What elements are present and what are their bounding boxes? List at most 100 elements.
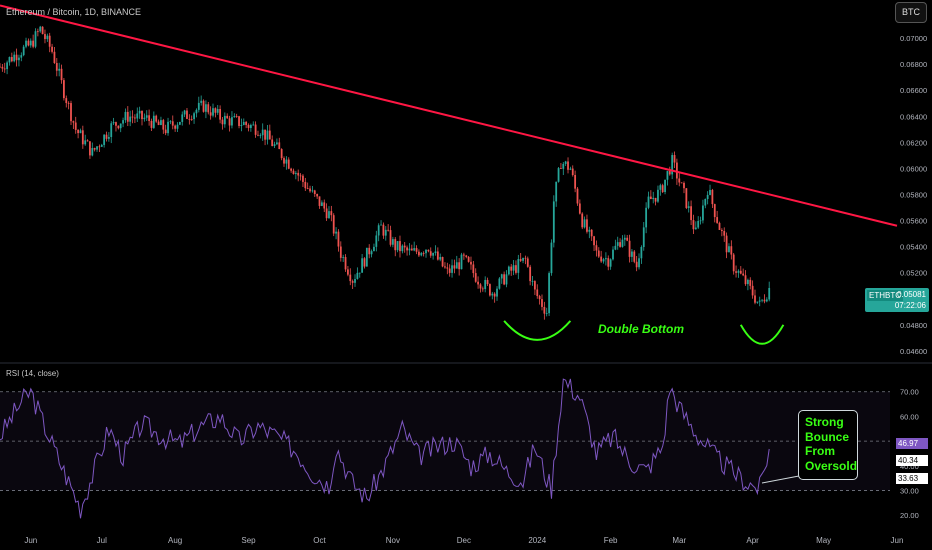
candle-body xyxy=(273,144,276,146)
candle-body xyxy=(628,240,631,257)
candle-body xyxy=(216,108,219,113)
candle-body xyxy=(455,262,458,269)
candle-body xyxy=(257,134,259,136)
candle-body xyxy=(150,120,153,128)
candle-body xyxy=(678,178,681,183)
currency-button[interactable]: BTC xyxy=(895,2,927,23)
candle-body xyxy=(245,121,248,125)
candle-body xyxy=(34,31,37,47)
candle-body xyxy=(235,116,238,117)
candle-body xyxy=(77,129,80,134)
candle-body xyxy=(152,115,155,128)
candle-body xyxy=(657,189,659,202)
candle-body xyxy=(276,142,278,145)
candle-body xyxy=(93,148,96,150)
candle-body xyxy=(209,112,212,116)
candle-body xyxy=(522,257,524,261)
candle-body xyxy=(304,181,307,189)
candle-body xyxy=(110,123,113,138)
candle-body xyxy=(10,57,13,62)
candle-body xyxy=(65,98,68,103)
candle-body xyxy=(44,34,46,40)
candle-body xyxy=(280,149,283,159)
candle-body xyxy=(749,279,752,286)
candle-body xyxy=(271,139,274,146)
candle-body xyxy=(517,259,520,273)
candle-body xyxy=(264,129,266,140)
candle-body xyxy=(548,273,550,314)
candle-body xyxy=(503,274,506,285)
candle-body xyxy=(607,258,610,267)
candle-body xyxy=(739,270,742,274)
candle-body xyxy=(247,124,250,128)
candle-body xyxy=(735,271,737,273)
candle-body xyxy=(200,100,203,103)
candle-body xyxy=(96,146,98,150)
candle-body xyxy=(420,253,423,256)
candle-body xyxy=(742,273,745,276)
candle-body xyxy=(758,300,761,302)
candle-body xyxy=(557,168,560,182)
candle-body xyxy=(462,254,465,256)
candle-body xyxy=(692,220,695,230)
candle-body xyxy=(434,251,437,253)
rsi-value-tag: 46.97 xyxy=(896,438,928,449)
candle-body xyxy=(543,306,546,314)
candle-body xyxy=(583,219,586,228)
candle-body xyxy=(231,117,233,126)
candle-body xyxy=(306,188,309,190)
candle-body xyxy=(465,255,468,257)
candle-body xyxy=(590,229,593,237)
candle-body xyxy=(124,111,127,121)
candle-body xyxy=(500,274,503,279)
candle-body xyxy=(396,241,399,251)
candle-body xyxy=(552,201,555,243)
candle-body xyxy=(668,171,671,175)
candle-body xyxy=(332,215,335,234)
candle-body xyxy=(687,206,690,208)
candle-body xyxy=(328,211,330,219)
candle-body xyxy=(148,115,151,121)
candle-body xyxy=(702,205,704,221)
candle-body xyxy=(410,248,413,251)
candle-body xyxy=(323,202,326,209)
candle-body xyxy=(117,125,120,129)
candle-body xyxy=(373,246,375,252)
candle-body xyxy=(746,279,749,285)
candle-body xyxy=(635,261,638,268)
candle-body xyxy=(571,168,574,176)
price-tick-label: 0.05600 xyxy=(900,217,927,226)
rsi-tick-label: 40.00 xyxy=(900,462,919,471)
candle-body xyxy=(13,54,16,62)
candle-body xyxy=(484,279,487,289)
price-tick-label: 0.04800 xyxy=(900,321,927,330)
candle-body xyxy=(290,168,293,171)
candle-body xyxy=(285,159,288,164)
candle-body xyxy=(67,102,70,104)
candle-body xyxy=(425,249,427,254)
candle-body xyxy=(519,259,522,261)
candle-body xyxy=(699,220,702,222)
candle-body xyxy=(614,245,617,250)
candle-body xyxy=(578,203,581,214)
candle-body xyxy=(524,257,527,259)
candle-body xyxy=(479,284,482,289)
candle-body xyxy=(704,199,707,206)
candle-body xyxy=(581,213,584,228)
candle-body xyxy=(725,235,728,253)
candle-body xyxy=(160,120,162,125)
candle-body xyxy=(626,237,629,241)
candle-body xyxy=(302,175,304,182)
candle-body xyxy=(313,190,316,194)
candle-body xyxy=(718,222,721,230)
price-tick-label: 0.05800 xyxy=(900,190,927,199)
x-tick-label: Aug xyxy=(168,536,182,545)
candle-body xyxy=(361,258,364,273)
candle-body xyxy=(252,124,255,126)
candle-body xyxy=(737,270,740,273)
candle-body xyxy=(186,110,188,119)
candle-body xyxy=(309,188,311,192)
candle-body xyxy=(249,125,252,128)
candle-body xyxy=(413,248,416,251)
candle-body xyxy=(477,281,479,285)
